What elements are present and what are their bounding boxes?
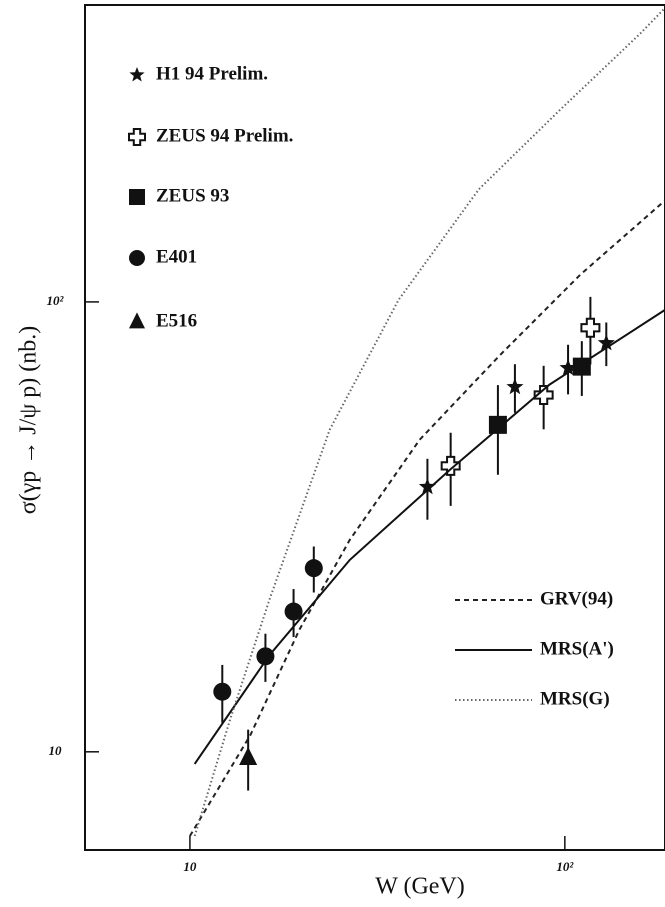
data-point [597, 334, 615, 351]
data-point [284, 602, 303, 621]
x-axis-label: W (GeV) [375, 874, 465, 900]
data-point [239, 746, 258, 765]
data-point [572, 357, 591, 376]
x-tick-label: 10² [556, 859, 574, 874]
data-point [506, 378, 524, 395]
y-tick-label: 10 [49, 743, 63, 758]
curve [189, 199, 665, 837]
data-point [304, 559, 323, 578]
legend-label: MRS(G) [540, 688, 610, 709]
legend-label: GRV(94) [540, 588, 613, 609]
data-point [256, 647, 275, 666]
data-point [213, 682, 232, 701]
data-point [533, 384, 554, 405]
legend-marker [129, 250, 145, 266]
data-point [418, 477, 436, 495]
data-point [488, 415, 507, 434]
legend-marker [128, 128, 146, 146]
legend-label: H1 94 Prelim. [156, 63, 268, 84]
legend-label: E516 [156, 310, 197, 331]
legend-label: E401 [156, 246, 197, 267]
y-axis-label: σ(γp → J/ψ p) (nb.) [16, 326, 42, 515]
legend-label: ZEUS 94 Prelim. [156, 125, 293, 146]
legend-marker [129, 67, 145, 82]
legend-marker [129, 312, 145, 329]
curve [193, 309, 665, 765]
legend-marker [129, 189, 145, 205]
legend-label: MRS(A') [540, 638, 614, 659]
data-point [559, 359, 577, 376]
data-point [440, 455, 461, 476]
x-tick-label: 10 [183, 859, 197, 874]
plot-frame [84, 4, 665, 851]
legend-label: ZEUS 93 [156, 185, 229, 206]
data-point [580, 317, 601, 338]
y-tick-label: 10² [47, 293, 65, 308]
